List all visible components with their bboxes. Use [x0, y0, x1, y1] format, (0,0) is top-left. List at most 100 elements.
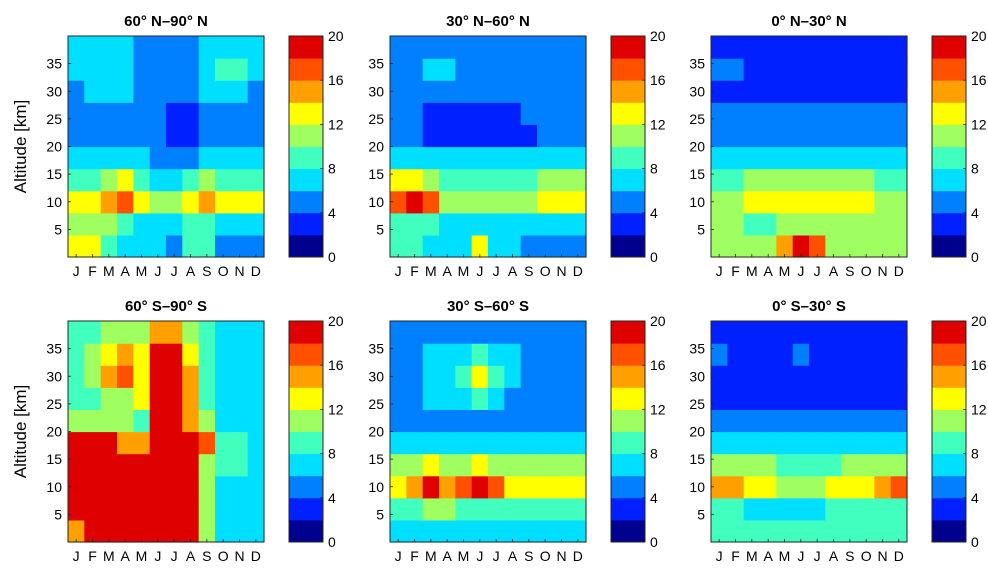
heatmap-cell: [890, 431, 908, 455]
heatmap-cell: [166, 168, 183, 192]
heatmap-cell: [231, 387, 249, 410]
heatmap-cell: [182, 387, 200, 410]
x-tick-label: O: [540, 548, 551, 564]
heatmap-cell: [825, 102, 843, 125]
heatmap-cell: [553, 102, 571, 125]
heatmap-cell: [231, 190, 249, 214]
x-tick-label: J: [493, 548, 500, 564]
heatmap-cell: [537, 431, 554, 455]
heatmap-cell: [520, 519, 538, 543]
heatmap-cell: [569, 36, 587, 59]
heatmap-cell: [776, 168, 794, 192]
heatmap-cell: [569, 58, 587, 81]
heatmap-cell: [198, 146, 216, 170]
heatmap-cell: [569, 365, 587, 388]
x-tick-label: O: [861, 263, 872, 279]
colorbar-segment: [289, 212, 323, 236]
heatmap-cell: [182, 58, 200, 81]
heatmap-cell: [100, 497, 118, 521]
heatmap-cell: [406, 190, 424, 214]
heatmap-cell: [760, 431, 777, 455]
colorbar-segment: [611, 321, 645, 344]
heatmap-cell: [858, 453, 875, 477]
colorbar-tick-label: 8: [328, 161, 336, 177]
heatmap-cell: [841, 343, 859, 366]
heatmap-cell: [809, 146, 826, 170]
heatmap-cell: [504, 431, 522, 455]
x-tick-label: D: [573, 548, 583, 564]
heatmap-cell: [390, 234, 407, 258]
x-tick-label: S: [524, 548, 533, 564]
heatmap-cell: [809, 409, 826, 433]
heatmap-cell: [422, 387, 440, 410]
colorbar-segment: [611, 431, 645, 455]
heatmap-cell: [390, 409, 407, 433]
heatmap-cell: [422, 343, 440, 366]
heatmap-cell: [133, 321, 151, 344]
heatmap-cell: [247, 387, 265, 410]
heatmap-cell: [890, 102, 908, 125]
heatmap-cell: [504, 475, 522, 499]
heatmap-cell: [520, 321, 538, 344]
colorbar-segment: [611, 365, 645, 388]
heatmap-cell: [504, 124, 522, 148]
heatmap-cell: [776, 475, 794, 499]
heatmap-cell: [406, 453, 424, 477]
colorbar-tick-label: 20: [650, 28, 666, 44]
heatmap-cell: [471, 58, 489, 81]
heatmap-cell: [569, 168, 587, 192]
colorbar-segment: [932, 146, 966, 170]
x-tick-label: N: [877, 263, 887, 279]
heatmap-cell: [455, 321, 473, 344]
heatmap-cell: [520, 409, 538, 433]
heatmap-cell: [776, 124, 794, 148]
heatmap-cell: [553, 409, 571, 433]
heatmap-cell: [743, 365, 761, 388]
heatmap-cell: [455, 212, 473, 236]
heatmap-cell: [166, 321, 183, 344]
x-tick-label: A: [186, 548, 196, 564]
heatmap-cell: [84, 80, 102, 103]
heatmap-cell: [100, 58, 118, 81]
heatmap-cell: [874, 387, 892, 410]
heatmap-cell: [874, 36, 892, 59]
y-tick-label: 15: [368, 166, 384, 182]
heatmap-cell: [711, 343, 728, 366]
heatmap-cell: [149, 519, 167, 543]
colorbar-segment: [932, 343, 966, 366]
y-tick-label: 25: [368, 396, 384, 412]
heatmap-cell: [471, 190, 489, 214]
heatmap-cell: [520, 365, 538, 388]
subplot-3: 0° N–30° NJ F M A M J J A S O N D510152025303504812…: [689, 13, 986, 279]
heatmap-cell: [231, 124, 249, 148]
heatmap-cell: [471, 387, 489, 410]
y-tick-label: 35: [689, 341, 705, 357]
heatmap-cell: [471, 431, 489, 455]
heatmap-cell: [231, 168, 249, 192]
x-tick-label: N: [234, 263, 244, 279]
heatmap-cell: [247, 212, 265, 236]
heatmap-cell: [825, 58, 843, 81]
heatmap-cell: [727, 58, 745, 81]
colorbar-frame: [610, 35, 646, 258]
heatmap-cell: [215, 365, 232, 388]
y-tick-label: 20: [368, 424, 384, 440]
subplot-title: 30° N–60° N: [446, 13, 530, 30]
heatmap-cell: [760, 146, 777, 170]
heatmap-cell: [166, 365, 183, 388]
heatmap-cell: [471, 146, 489, 170]
heatmap-cell: [537, 497, 554, 521]
heatmap-cell: [825, 321, 843, 344]
heatmap-cell: [874, 102, 892, 125]
heatmap-cell: [776, 519, 794, 543]
x-tick-label: N: [234, 548, 244, 564]
heatmap-cell: [117, 124, 134, 148]
heatmap-cell: [569, 80, 587, 103]
heatmap-cell: [792, 409, 810, 433]
heatmap-cell: [231, 146, 249, 170]
heatmap-cell: [166, 102, 183, 125]
y-tick-label: 20: [46, 139, 62, 155]
heatmap-cell: [133, 343, 151, 366]
heatmap-cell: [504, 190, 522, 214]
heatmap-cell: [117, 387, 134, 410]
